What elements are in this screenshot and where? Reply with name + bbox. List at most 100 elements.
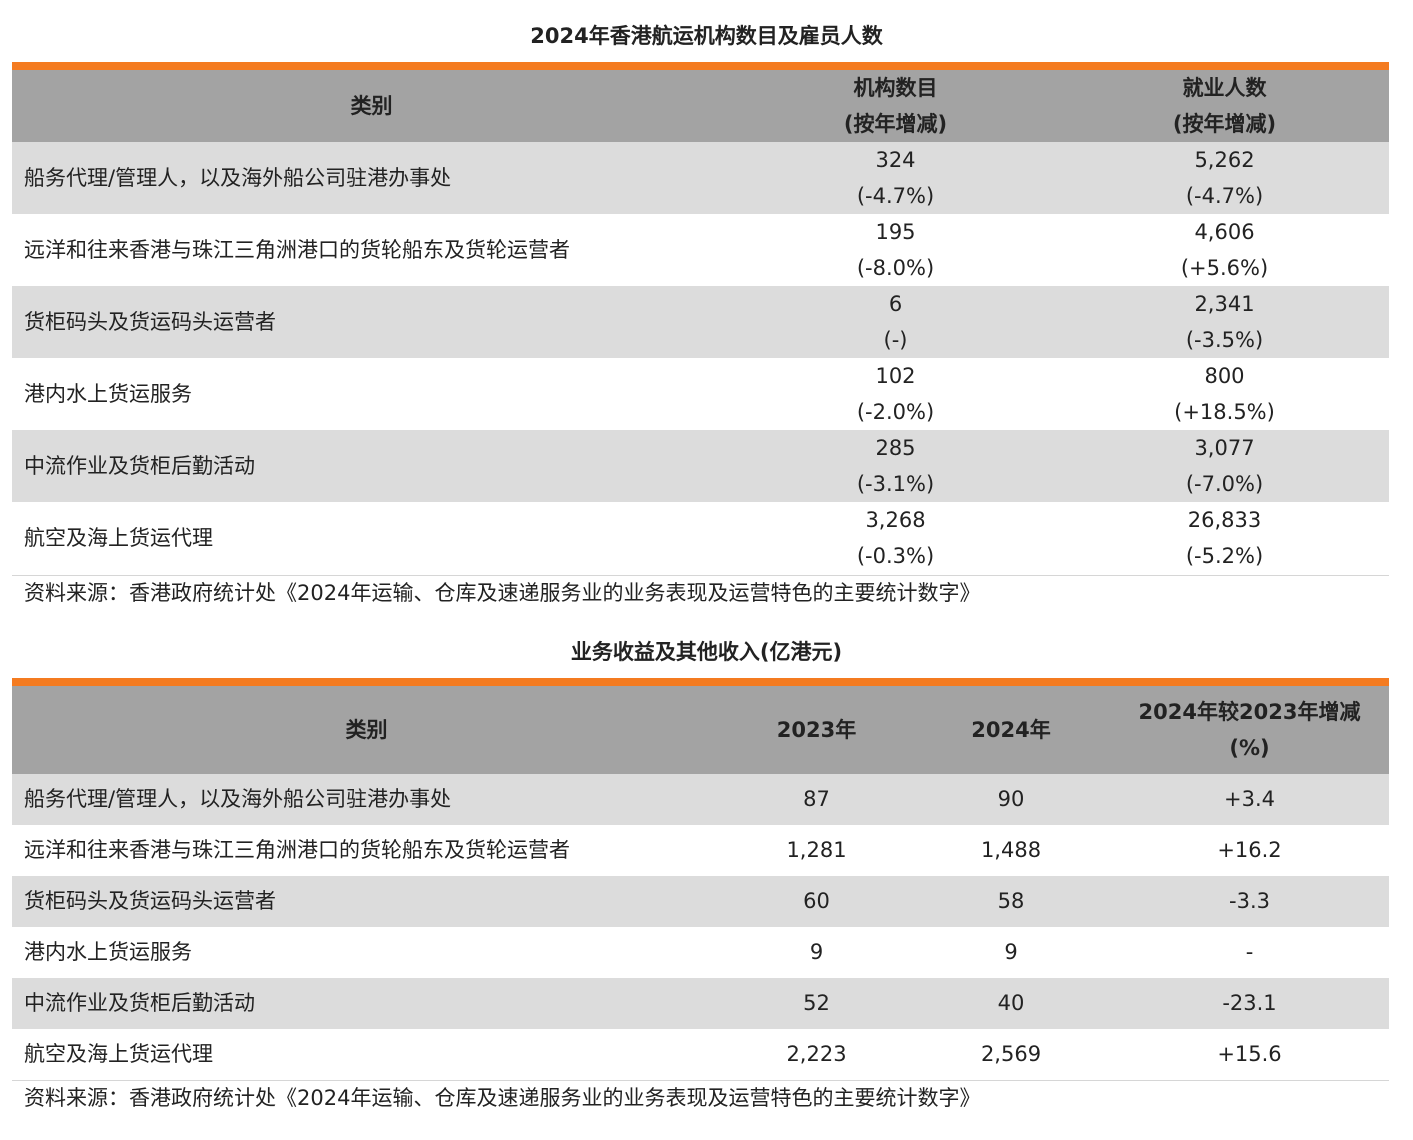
table-row: 远洋和往来香港与珠江三角洲港口的货轮船东及货轮运营者 1,281 1,488 +… xyxy=(12,825,1389,876)
establishments-value: 3,268 xyxy=(865,508,926,532)
row-category: 中流作业及货柜后勤活动 xyxy=(12,978,721,1029)
establishments-change: (-2.0%) xyxy=(856,400,935,424)
establishments-value: 102 xyxy=(875,364,916,388)
establishments-change: (-) xyxy=(883,328,908,352)
header-establishments-sub: (按年增减) xyxy=(843,112,948,136)
accent-bar xyxy=(12,678,1389,686)
value-change: -3.3 xyxy=(1110,876,1389,927)
table-row: 船务代理/管理人，以及海外船公司驻港办事处 87 90 +3.4 xyxy=(12,774,1389,825)
table2-source-note: 资料来源：香港政府统计处《2024年运输、仓库及速递服务业的业务表现及运营特色的… xyxy=(12,1080,1389,1115)
employment-cell: 26,833 (-5.2%) xyxy=(1060,502,1389,574)
value-2023: 60 xyxy=(721,876,912,927)
header-category: 类别 xyxy=(12,70,731,142)
establishments-value: 285 xyxy=(875,436,916,460)
table-header-row: 类别 2023年 2024年 2024年较2023年增减 (%) xyxy=(12,686,1389,774)
header-2023: 2023年 xyxy=(721,686,912,774)
table-row: 远洋和往来香港与珠江三角洲港口的货轮船东及货轮运营者 195 (-8.0%) 4,… xyxy=(12,214,1389,286)
value-2024: 90 xyxy=(912,774,1110,825)
row-category: 远洋和往来香港与珠江三角洲港口的货轮船东及货轮运营者 xyxy=(12,214,731,286)
row-category: 港内水上货运服务 xyxy=(12,358,731,430)
establishments-change: (-8.0%) xyxy=(856,256,935,280)
establishments-cell: 6 (-) xyxy=(731,286,1060,358)
header-change-sub: (%) xyxy=(1229,736,1270,760)
table-row: 中流作业及货柜后勤活动 52 40 -23.1 xyxy=(12,978,1389,1029)
revenue-table: 类别 2023年 2024年 2024年较2023年增减 (%) 船务代理/管理… xyxy=(12,678,1389,1080)
establishments-cell: 102 (-2.0%) xyxy=(731,358,1060,430)
value-2023: 87 xyxy=(721,774,912,825)
employment-change: (+5.6%) xyxy=(1180,256,1269,280)
value-2023: 9 xyxy=(721,927,912,978)
establishments-cell: 285 (-3.1%) xyxy=(731,430,1060,502)
value-2024: 1,488 xyxy=(912,825,1110,876)
employment-change: (+18.5%) xyxy=(1174,400,1275,424)
value-change: +3.4 xyxy=(1110,774,1389,825)
employment-cell: 4,606 (+5.6%) xyxy=(1060,214,1389,286)
table-header-row: 类别 机构数目 (按年增减) 就业人数 (按年增减) xyxy=(12,70,1389,142)
value-change: +16.2 xyxy=(1110,825,1389,876)
table1-source-note: 资料来源：香港政府统计处《2024年运输、仓库及速递服务业的业务表现及运营特色的… xyxy=(12,575,1389,610)
employment-value: 2,341 xyxy=(1194,292,1255,316)
establishments-change: (-3.1%) xyxy=(856,472,935,496)
employment-change: (-7.0%) xyxy=(1185,472,1264,496)
employment-cell: 3,077 (-7.0%) xyxy=(1060,430,1389,502)
establishments-value: 195 xyxy=(875,220,916,244)
row-category: 船务代理/管理人，以及海外船公司驻港办事处 xyxy=(12,774,721,825)
value-2024: 9 xyxy=(912,927,1110,978)
header-category: 类别 xyxy=(12,686,721,774)
table-row: 航空及海上货运代理 2,223 2,569 +15.6 xyxy=(12,1029,1389,1080)
table-row: 港内水上货运服务 9 9 - xyxy=(12,927,1389,978)
employment-cell: 5,262 (-4.7%) xyxy=(1060,142,1389,214)
establishments-cell: 324 (-4.7%) xyxy=(731,142,1060,214)
row-category: 中流作业及货柜后勤活动 xyxy=(12,430,731,502)
establishments-cell: 195 (-8.0%) xyxy=(731,214,1060,286)
establishments-value: 6 xyxy=(888,292,903,316)
table-row: 货柜码头及货运码头运营者 6 (-) 2,341 (-3.5%) xyxy=(12,286,1389,358)
row-category: 货柜码头及货运码头运营者 xyxy=(12,876,721,927)
value-change: - xyxy=(1110,927,1389,978)
table-row: 船务代理/管理人，以及海外船公司驻港办事处 324 (-4.7%) 5,262 (-… xyxy=(12,142,1389,214)
row-category: 港内水上货运服务 xyxy=(12,927,721,978)
establishments-cell: 3,268 (-0.3%) xyxy=(731,502,1060,574)
establishments-table: 类别 机构数目 (按年增减) 就业人数 (按年增减) 船务代理/管理人，以及海外… xyxy=(12,62,1389,574)
employment-value: 3,077 xyxy=(1194,436,1255,460)
employment-value: 26,833 xyxy=(1187,508,1262,532)
establishments-change: (-0.3%) xyxy=(856,544,935,568)
value-2024: 58 xyxy=(912,876,1110,927)
table2-title: 业务收益及其他收入(亿港元) xyxy=(570,640,843,664)
employment-value: 800 xyxy=(1204,364,1245,388)
employment-change: (-5.2%) xyxy=(1185,544,1264,568)
value-2024: 40 xyxy=(912,978,1110,1029)
table-row: 货柜码头及货运码头运营者 60 58 -3.3 xyxy=(12,876,1389,927)
header-employment-sub: (按年增减) xyxy=(1172,112,1277,136)
employment-change: (-4.7%) xyxy=(1185,184,1264,208)
establishments-value: 324 xyxy=(875,148,916,172)
value-change: -23.1 xyxy=(1110,978,1389,1029)
value-2023: 52 xyxy=(721,978,912,1029)
row-category: 货柜码头及货运码头运营者 xyxy=(12,286,731,358)
header-change: 2024年较2023年增减 (%) xyxy=(1110,686,1389,774)
header-establishments-label: 机构数目 xyxy=(853,76,938,100)
row-category: 航空及海上货运代理 xyxy=(12,502,731,574)
table-row: 中流作业及货柜后勤活动 285 (-3.1%) 3,077 (-7.0%) xyxy=(12,430,1389,502)
value-2023: 1,281 xyxy=(721,825,912,876)
header-establishments: 机构数目 (按年增减) xyxy=(731,70,1060,142)
value-2023: 2,223 xyxy=(721,1029,912,1080)
table1-title: 2024年香港航运机构数目及雇员人数 xyxy=(530,24,883,48)
table-row: 航空及海上货运代理 3,268 (-0.3%) 26,833 (-5.2%) xyxy=(12,502,1389,574)
header-employment: 就业人数 (按年增减) xyxy=(1060,70,1389,142)
establishments-change: (-4.7%) xyxy=(856,184,935,208)
header-change-label: 2024年较2023年增减 xyxy=(1138,700,1361,724)
employment-value: 4,606 xyxy=(1194,220,1255,244)
employment-cell: 2,341 (-3.5%) xyxy=(1060,286,1389,358)
accent-bar xyxy=(12,62,1389,70)
header-2024: 2024年 xyxy=(912,686,1110,774)
row-category: 船务代理/管理人，以及海外船公司驻港办事处 xyxy=(12,142,731,214)
employment-value: 5,262 xyxy=(1194,148,1255,172)
value-change: +15.6 xyxy=(1110,1029,1389,1080)
value-2024: 2,569 xyxy=(912,1029,1110,1080)
employment-change: (-3.5%) xyxy=(1185,328,1264,352)
row-category: 航空及海上货运代理 xyxy=(12,1029,721,1080)
header-employment-label: 就业人数 xyxy=(1182,76,1267,100)
employment-cell: 800 (+18.5%) xyxy=(1060,358,1389,430)
table-row: 港内水上货运服务 102 (-2.0%) 800 (+18.5%) xyxy=(12,358,1389,430)
